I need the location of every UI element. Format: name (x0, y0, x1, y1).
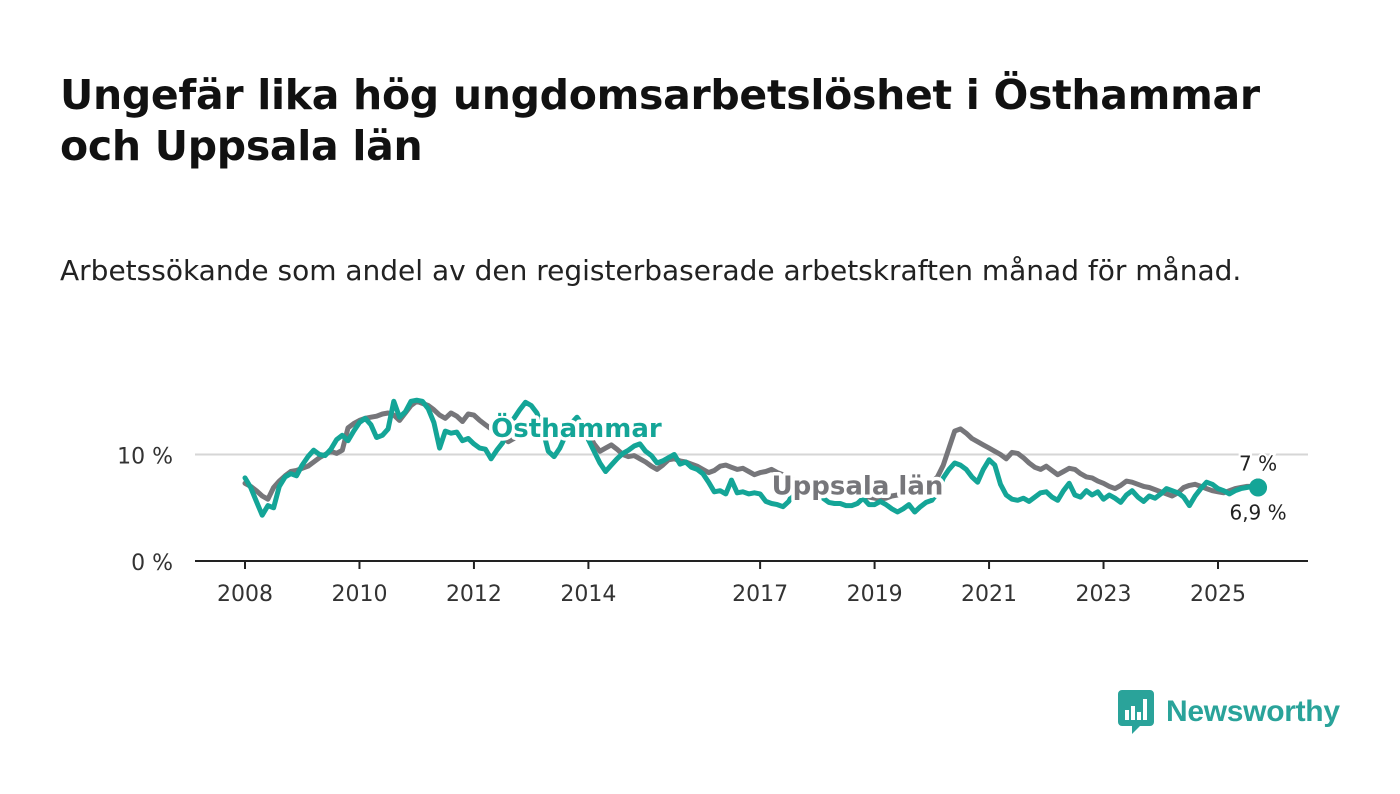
newsworthy-logo[interactable]: Newsworthy (1118, 690, 1340, 734)
x-tick-label: 2021 (961, 582, 1017, 607)
x-tick-label: 2023 (1076, 582, 1132, 607)
y-tick-label: 10 % (117, 445, 173, 470)
end-marker (1249, 478, 1268, 497)
newsworthy-icon (1118, 690, 1154, 734)
annotations: 7 % 6,9 % Östhammar Uppsala län (488, 407, 1289, 526)
x-tick-label: 2019 (847, 582, 903, 607)
y-tick-label: 0 % (131, 551, 173, 576)
gridlines: 0 % 10 % (117, 445, 1308, 576)
series-line-uppsala-lan (242, 398, 1261, 502)
x-tick-label: 2008 (217, 582, 273, 607)
series-lines (242, 397, 1268, 518)
brand-name: Newsworthy (1166, 695, 1340, 728)
chart-title: Ungefär lika hög ungdomsarbetslöshet i Ö… (60, 71, 1260, 170)
x-tick-label: 2010 (331, 582, 387, 607)
x-axis: 2008 2010 2012 2014 2017 2019 2021 2023 2025 (195, 560, 1308, 607)
x-tick-label: 2017 (732, 582, 788, 607)
series-label: Uppsala län (772, 471, 944, 501)
end-value-label: 6,9 % (1229, 501, 1286, 525)
chart-subtitle: Arbetssökande som andel av den registerb… (60, 254, 1242, 287)
x-tick-label: 2014 (560, 582, 616, 607)
x-tick-label: 2012 (446, 582, 502, 607)
series-label: Östhammar (491, 411, 662, 444)
x-tick-label: 2025 (1190, 582, 1246, 607)
end-value-label: 7 % (1239, 451, 1277, 475)
series-line-osthammar (242, 397, 1261, 518)
